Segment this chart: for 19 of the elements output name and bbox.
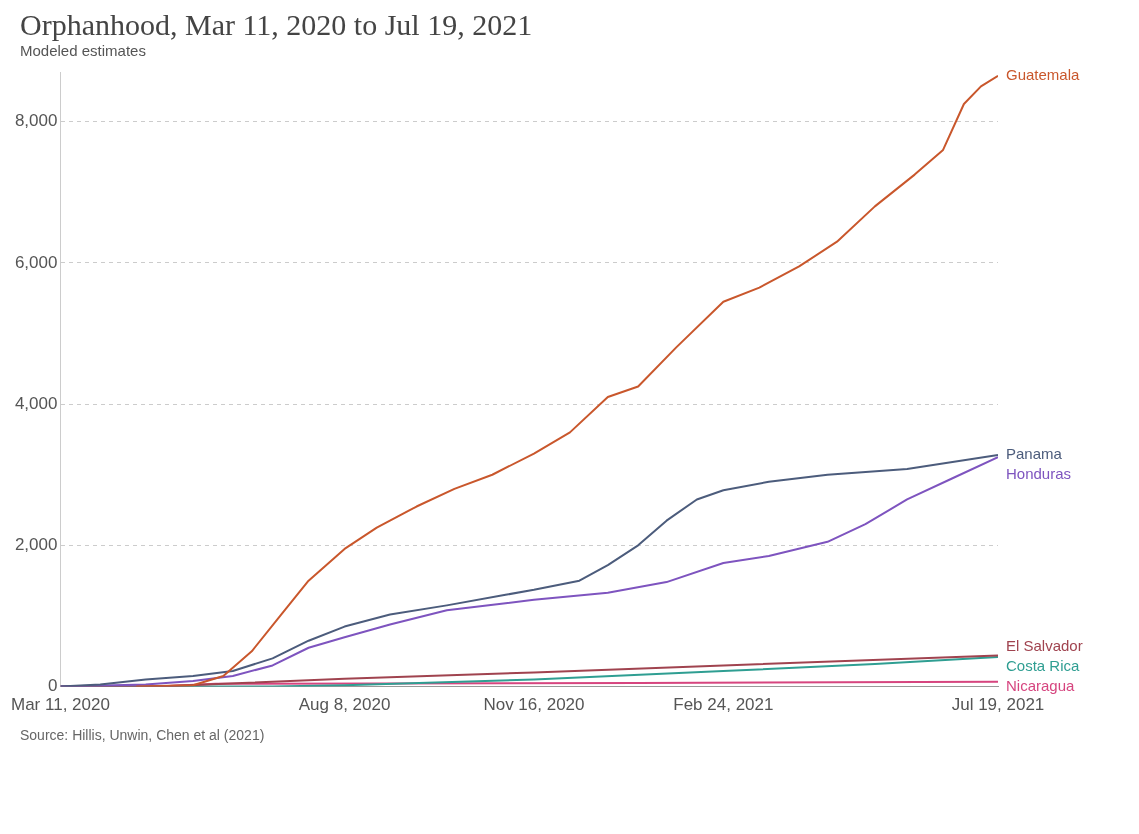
y-tick-label: 0 <box>47 676 58 696</box>
series-label: Panama <box>1006 445 1063 463</box>
chart-subtitle: Modeled estimates <box>19 42 147 59</box>
x-tick-label: Aug 8, 2020 <box>298 695 391 715</box>
series-label: El Salvador <box>1006 636 1083 654</box>
series-label: Costa Rica <box>1006 656 1081 674</box>
y-tick-label: 2,000 <box>14 535 58 555</box>
x-tick-label: Mar 11, 2020 <box>11 695 110 715</box>
series-label: Nicaragua <box>1006 676 1076 694</box>
series-label: Honduras <box>1006 465 1072 483</box>
series-label: Guatemala <box>1006 65 1081 83</box>
y-tick-label: 6,000 <box>14 252 58 272</box>
y-tick-label: 8,000 <box>14 111 58 131</box>
chart-title: Orphanhood, Mar 11, 2020 to Jul 19, 2021 <box>19 8 534 42</box>
y-tick-label: 4,000 <box>14 393 58 413</box>
x-tick-label: Jul 19, 2021 <box>951 695 1045 715</box>
x-tick-label: Nov 16, 2020 <box>483 695 585 715</box>
source-note: Source: Hillis, Unwin, Chen et al (2021) <box>19 727 266 743</box>
x-tick-label: Feb 24, 2021 <box>673 695 774 715</box>
